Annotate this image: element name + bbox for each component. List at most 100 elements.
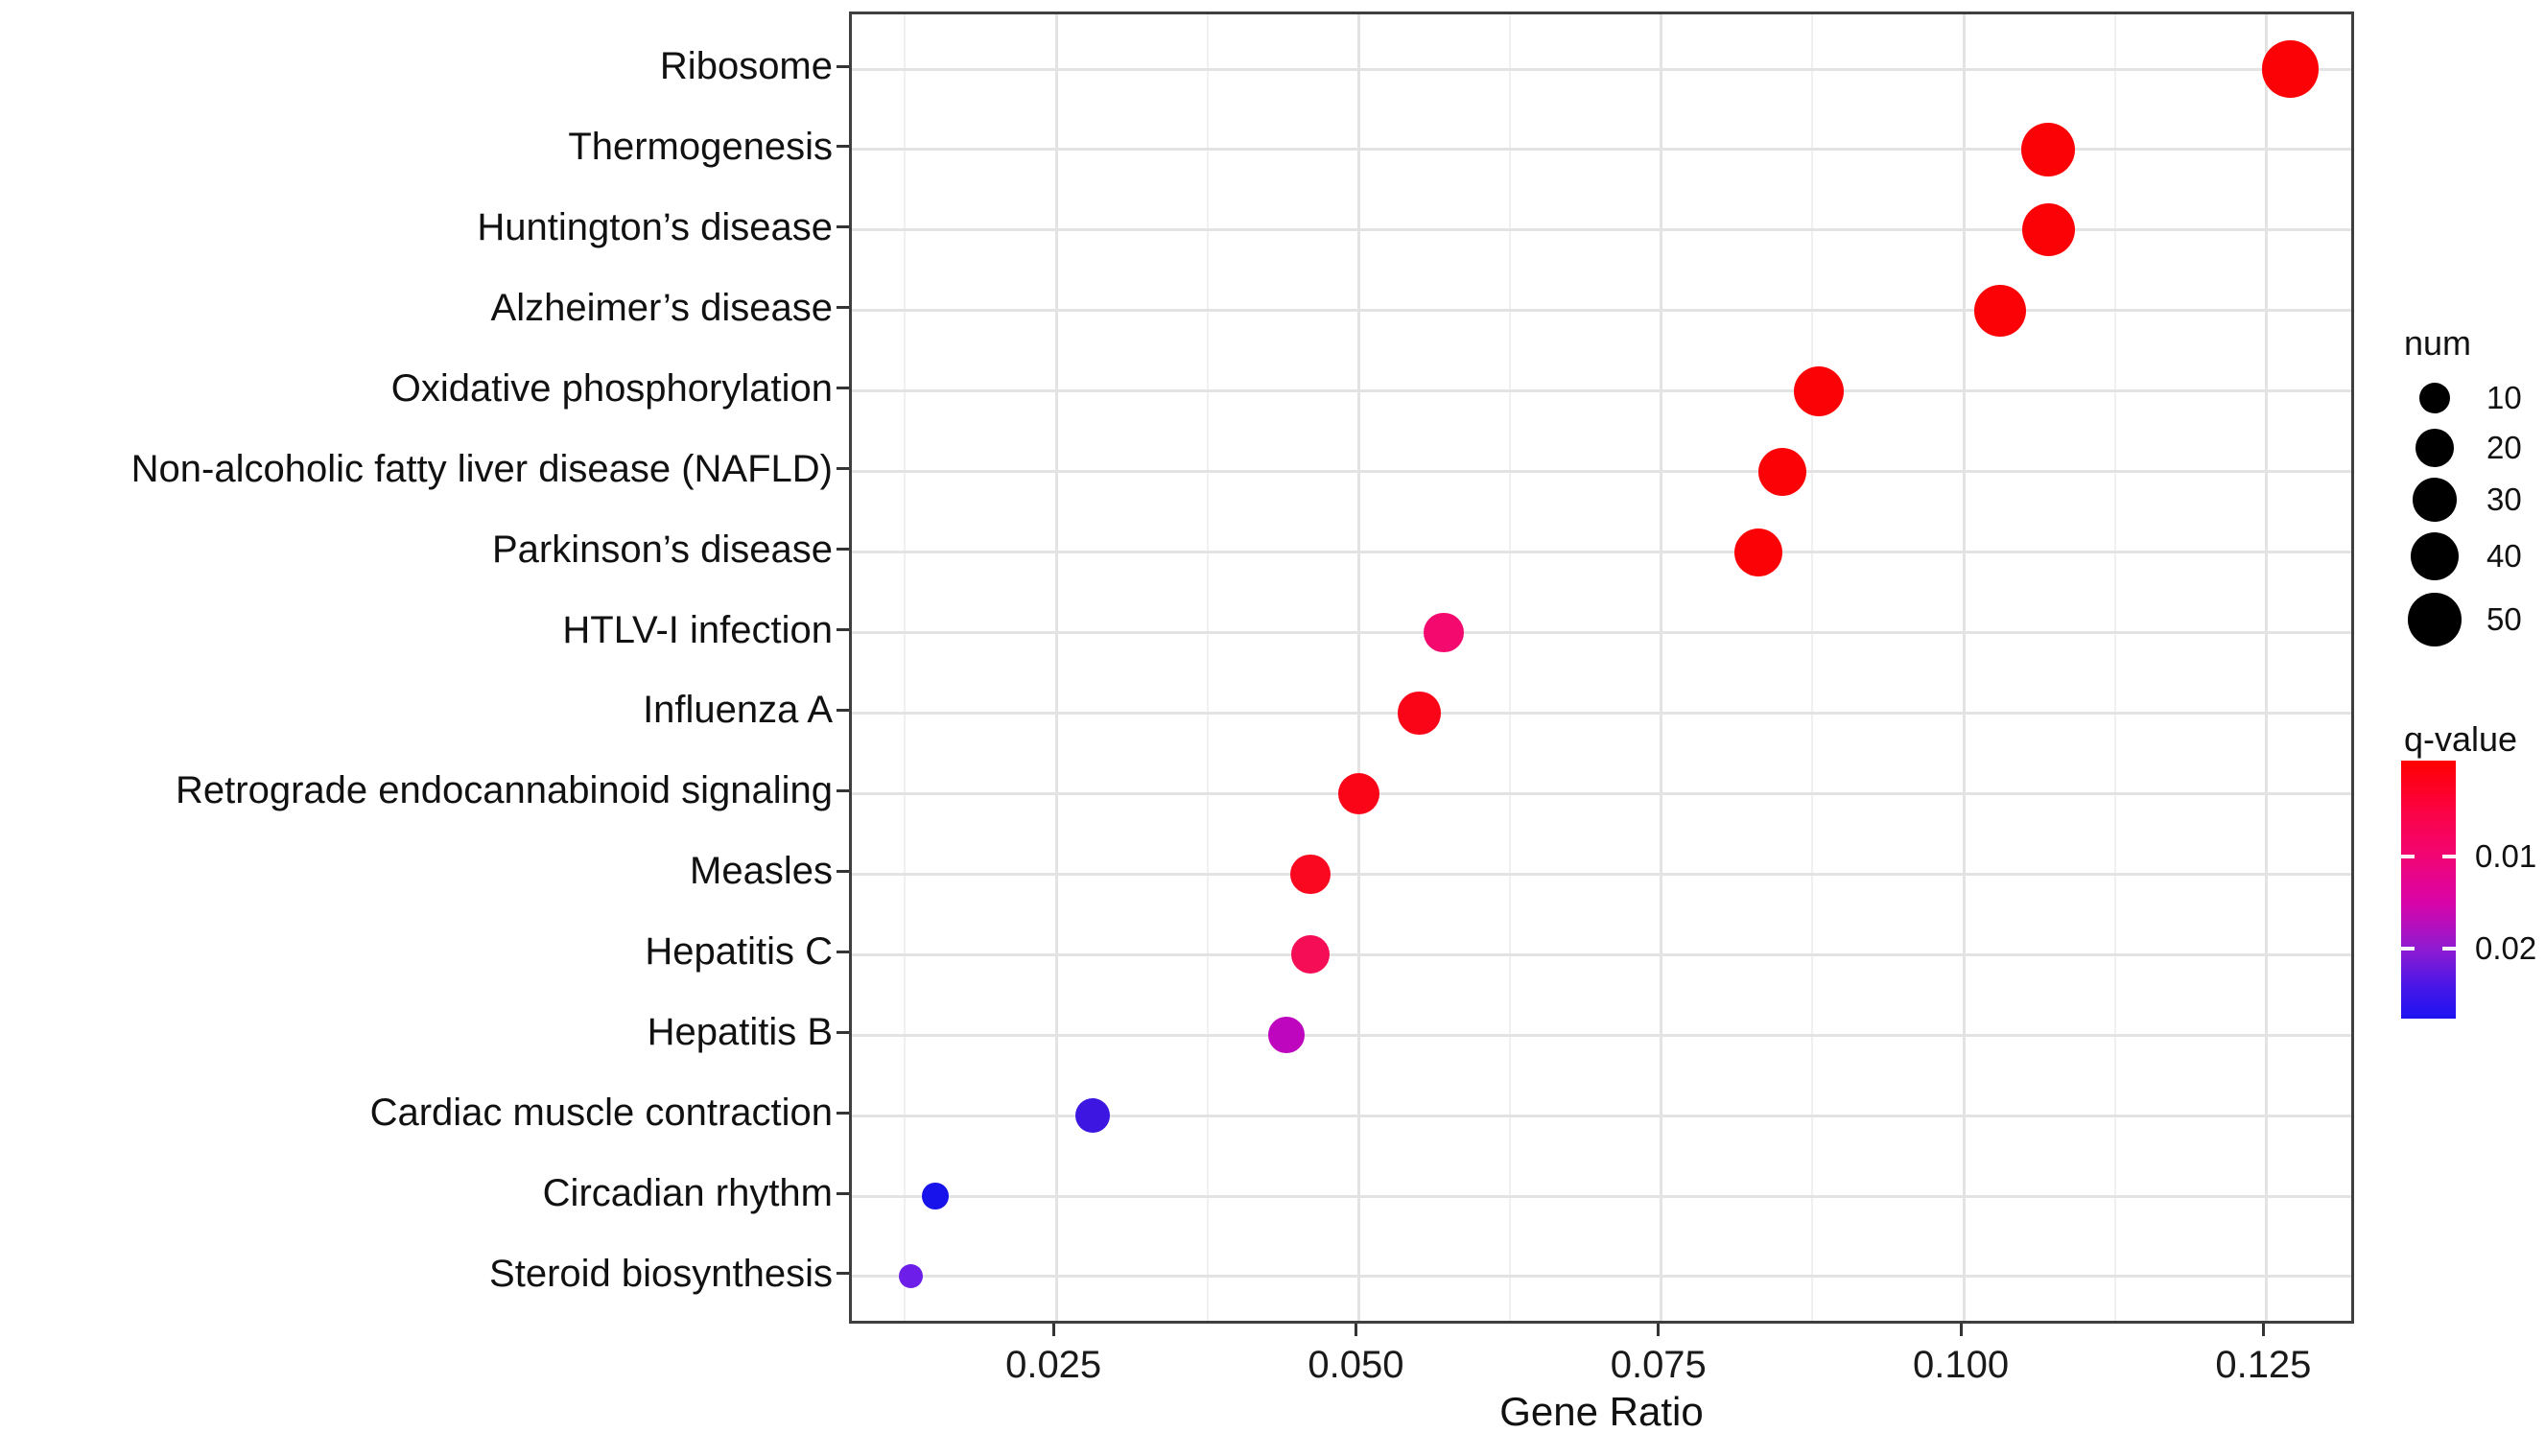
data-point (2021, 203, 2075, 257)
legend-num-circle (2408, 593, 2462, 646)
major-gridline-horizontal (852, 1275, 2351, 1279)
data-point (1267, 1017, 1305, 1054)
legend-num-title: num (2404, 323, 2472, 363)
x-tick-mark (1354, 1324, 1357, 1336)
y-axis-label: Hepatitis B (647, 1011, 833, 1054)
y-tick-mark (837, 788, 849, 792)
minor-gridline-vertical (2113, 14, 2116, 1321)
legend-qvalue-title: q-value (2404, 719, 2518, 759)
y-axis-label: Influenza A (643, 689, 833, 732)
major-gridline-horizontal (852, 470, 2351, 474)
data-point (1074, 1097, 1111, 1134)
x-tick-label: 0.050 (1308, 1344, 1404, 1386)
x-tick-label: 0.100 (1913, 1344, 2010, 1386)
major-gridline-vertical (1660, 14, 1663, 1321)
y-tick-mark (837, 1191, 849, 1195)
y-tick-mark (837, 387, 849, 390)
y-axis-label: Alzheimer’s disease (490, 286, 833, 329)
data-point (1337, 772, 1379, 814)
y-axis-label: Thermogenesis (568, 125, 833, 168)
data-point (1973, 284, 2026, 337)
major-gridline-vertical (2264, 14, 2268, 1321)
y-tick-mark (837, 628, 849, 631)
minor-gridline-vertical (1811, 14, 1814, 1321)
qvalue-tick-label: 0.01 (2475, 838, 2537, 875)
y-axis-label: Huntington’s disease (477, 205, 833, 248)
y-axis-label: Measles (690, 850, 833, 893)
major-gridline-horizontal (852, 228, 2351, 232)
major-gridline-horizontal (852, 1033, 2351, 1037)
legend-num-label: 20 (2486, 430, 2522, 465)
y-tick-mark (837, 548, 849, 552)
y-axis-label: Retrograde endocannabinoid signaling (176, 769, 833, 812)
qvalue-gradient-bar (2401, 761, 2456, 1019)
qvalue-tick-dash-right (2442, 947, 2456, 951)
x-tick-mark (1051, 1324, 1055, 1336)
major-gridline-horizontal (852, 711, 2351, 715)
major-gridline-horizontal (852, 791, 2351, 795)
plot-panel (849, 12, 2354, 1324)
data-point (1423, 612, 1464, 653)
y-axis-label: HTLV-I infection (562, 608, 833, 651)
y-axis-label: Cardiac muscle contraction (369, 1092, 833, 1135)
y-tick-mark (837, 225, 849, 229)
y-axis-label: Steroid biosynthesis (489, 1252, 833, 1295)
y-tick-mark (837, 1272, 849, 1276)
data-point (1290, 854, 1331, 894)
major-gridline-horizontal (852, 551, 2351, 554)
major-gridline-vertical (1962, 14, 1966, 1321)
legend-num-label: 30 (2486, 481, 2522, 517)
major-gridline-horizontal (852, 1194, 2351, 1198)
major-gridline-horizontal (852, 872, 2351, 876)
qvalue-tick-dash-right (2442, 855, 2456, 859)
x-tick-label: 0.075 (1610, 1344, 1707, 1386)
y-tick-mark (837, 869, 849, 873)
legend-num-label: 40 (2486, 538, 2522, 574)
data-point (1757, 447, 1806, 496)
y-tick-mark (837, 950, 849, 953)
x-tick-mark (1657, 1324, 1661, 1336)
minor-gridline-vertical (1206, 14, 1209, 1321)
y-axis-label: Ribosome (659, 45, 833, 87)
y-tick-mark (837, 1111, 849, 1115)
legend-num-circle (2415, 429, 2454, 467)
legend-num-circle (2419, 383, 2450, 413)
y-tick-mark (837, 306, 849, 310)
y-axis-label: Circadian rhythm (542, 1172, 833, 1215)
major-gridline-vertical (1356, 14, 1360, 1321)
data-point (1398, 692, 1441, 735)
qvalue-tick-dash-left (2401, 947, 2415, 951)
data-point (1793, 365, 1844, 416)
major-gridline-horizontal (852, 952, 2351, 956)
major-gridline-horizontal (852, 67, 2351, 71)
data-point (922, 1183, 949, 1209)
y-axis-label: Hepatitis C (645, 930, 833, 974)
major-gridline-horizontal (852, 148, 2351, 152)
legend-num-circle (2413, 478, 2457, 522)
major-gridline-horizontal (852, 389, 2351, 393)
y-tick-mark (837, 1030, 849, 1034)
minor-gridline-vertical (904, 14, 907, 1321)
y-axis-label: Oxidative phosphorylation (390, 366, 833, 410)
data-point (2261, 40, 2320, 98)
minor-gridline-vertical (1509, 14, 1512, 1321)
legend-num-label: 50 (2486, 601, 2522, 637)
major-gridline-horizontal (852, 309, 2351, 313)
x-tick-mark (1959, 1324, 1963, 1336)
qvalue-tick-label: 0.02 (2475, 930, 2537, 967)
x-tick-label: 0.125 (2215, 1344, 2312, 1386)
y-tick-mark (837, 467, 849, 471)
qvalue-tick-dash-left (2401, 855, 2415, 859)
data-point (2021, 123, 2076, 176)
y-axis-label: Parkinson’s disease (491, 528, 833, 571)
major-gridline-horizontal (852, 1114, 2351, 1117)
y-axis-label: Non-alcoholic fatty liver disease (NAFLD… (130, 447, 833, 490)
legend-num-circle (2410, 531, 2460, 581)
x-tick-mark (2261, 1324, 2265, 1336)
y-tick-mark (837, 145, 849, 149)
data-point (1733, 528, 1782, 576)
y-tick-mark (837, 708, 849, 712)
y-tick-mark (837, 64, 849, 68)
major-gridline-horizontal (852, 631, 2351, 634)
